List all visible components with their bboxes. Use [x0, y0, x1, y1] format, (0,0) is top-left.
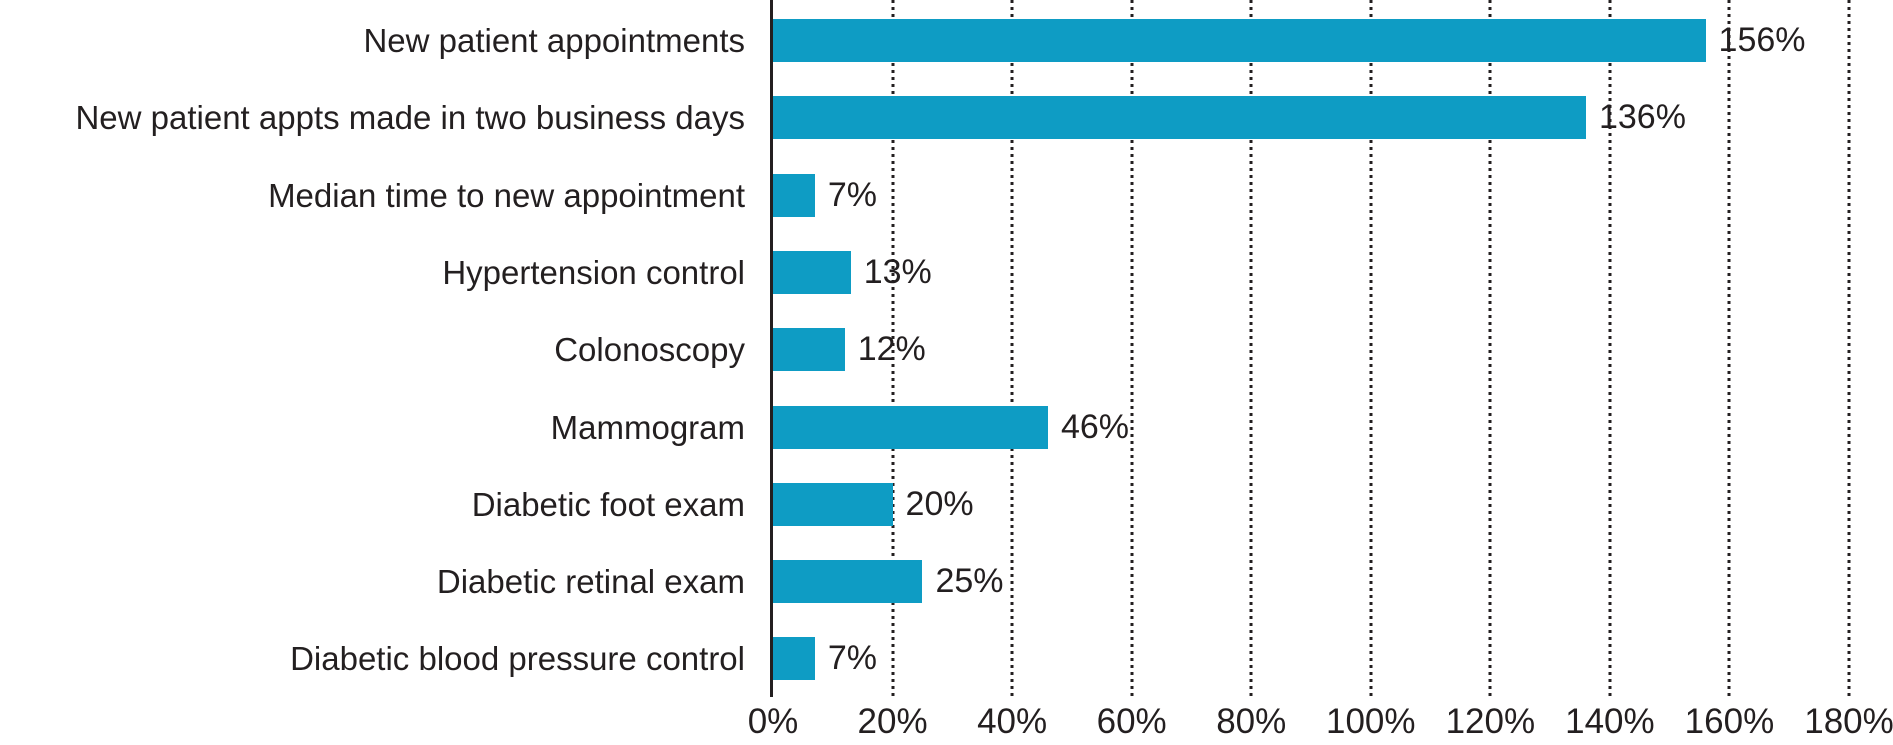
y-axis-line: [770, 0, 773, 697]
category-label: Mammogram: [550, 408, 745, 446]
bar: [773, 96, 1586, 140]
value-label: 20%: [905, 484, 974, 523]
value-label: 156%: [1718, 21, 1806, 59]
bar: [773, 328, 845, 372]
x-tick-label: 160%: [1684, 702, 1775, 741]
x-tick-label: 20%: [857, 702, 928, 741]
plot-area: 156% 136% 7% 13% 12% 46% 20% 25% 7%: [773, 0, 1851, 697]
category-label: Median time to new appointment: [268, 176, 745, 214]
category-label: Diabetic foot exam: [471, 485, 745, 523]
gridline: [1608, 0, 1612, 697]
x-tick-label: 40%: [977, 702, 1048, 741]
bar: [773, 560, 923, 604]
gridline: [1488, 0, 1492, 697]
bar: [773, 482, 893, 526]
category-label: Diabetic blood pressure control: [290, 640, 745, 678]
category-labels: New patient appointments New patient appt…: [0, 0, 745, 697]
gridline: [1727, 0, 1731, 697]
gridline: [1130, 0, 1134, 697]
x-tick-label: 60%: [1096, 702, 1167, 741]
x-tick-label: 180%: [1804, 702, 1893, 741]
gridline: [1010, 0, 1014, 697]
category-label: New patient appts made in two business d…: [75, 99, 745, 137]
value-label: 7%: [827, 639, 877, 678]
x-tick-label: 80%: [1216, 702, 1287, 741]
x-tick-label: 140%: [1565, 702, 1655, 741]
value-label: 25%: [935, 562, 1004, 601]
gridline: [1847, 0, 1851, 697]
category-label: Colonoscopy: [554, 331, 745, 369]
bar: [773, 637, 815, 681]
value-label: 12%: [857, 330, 926, 369]
x-axis-tick-labels: 0% 20% 40% 60% 80% 100% 120% 140% 160% 180%: [748, 698, 1893, 745]
category-label: Diabetic retinal exam: [436, 563, 745, 601]
gridline: [1369, 0, 1373, 697]
category-label: New patient appointments: [363, 22, 745, 59]
x-tick-label: 120%: [1445, 702, 1536, 741]
value-label: 46%: [1060, 407, 1130, 446]
category-label: Hypertension control: [442, 253, 745, 291]
x-tick-label: 0%: [747, 702, 799, 741]
value-label: 136%: [1598, 98, 1686, 137]
value-label: 7%: [827, 175, 877, 214]
bar: [773, 173, 815, 217]
bar: [773, 19, 1706, 62]
gridline: [891, 0, 895, 697]
bar: [773, 250, 851, 294]
x-tick-label: 100%: [1326, 702, 1416, 741]
gridline: [1249, 0, 1253, 697]
bar: [773, 405, 1048, 449]
value-label: 13%: [863, 252, 932, 291]
